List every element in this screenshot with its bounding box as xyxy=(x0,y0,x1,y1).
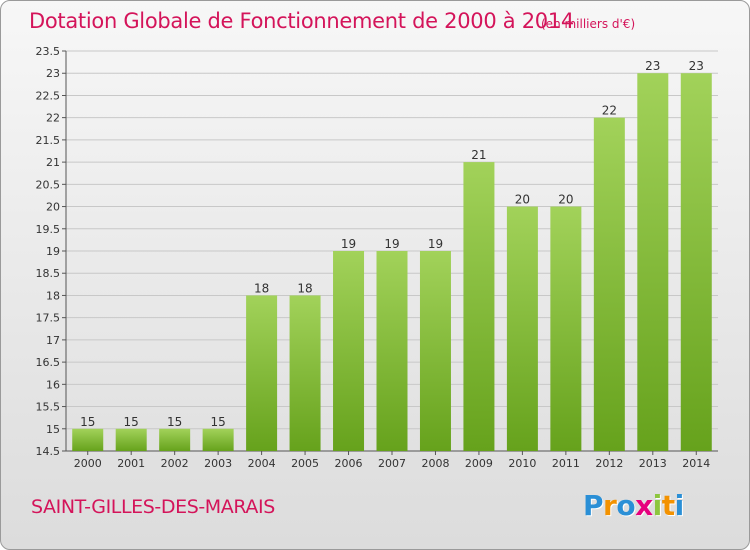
logo-letter: r xyxy=(603,489,617,522)
y-tick-label: 18.5 xyxy=(36,267,61,280)
y-tick-label: 16.5 xyxy=(36,356,61,369)
x-tick-label: 2003 xyxy=(204,457,232,470)
x-tick-label: 2002 xyxy=(161,457,189,470)
bar-value-label: 21 xyxy=(471,148,486,162)
x-tick-label: 2012 xyxy=(595,457,623,470)
bar xyxy=(593,117,625,452)
bar xyxy=(289,295,321,451)
bar xyxy=(550,206,582,451)
x-tick-label: 2008 xyxy=(421,457,449,470)
bar xyxy=(159,428,191,451)
logo-letter: o xyxy=(616,489,636,522)
bar-value-label: 20 xyxy=(515,193,530,207)
commune-name: SAINT-GILLES-DES-MARAIS xyxy=(31,496,275,518)
bar xyxy=(680,73,712,451)
bar-value-label: 22 xyxy=(602,104,617,118)
bar-value-label: 18 xyxy=(297,281,312,295)
y-tick-label: 18 xyxy=(46,289,60,302)
x-tick-label: 2000 xyxy=(74,457,102,470)
bar xyxy=(637,73,669,451)
x-tick-label: 2001 xyxy=(117,457,145,470)
bar xyxy=(115,428,147,451)
y-tick-label: 17.5 xyxy=(36,312,61,325)
logo-letter: i xyxy=(652,489,663,522)
y-tick-label: 15.5 xyxy=(36,401,61,414)
bar-value-label: 18 xyxy=(254,281,269,295)
bar-value-label: 15 xyxy=(80,415,95,429)
bar xyxy=(246,295,278,451)
bar-value-label: 23 xyxy=(689,59,704,73)
y-tick-label: 14.5 xyxy=(36,445,61,458)
logo-letter: i xyxy=(674,489,685,522)
bar-value-label: 15 xyxy=(124,415,139,429)
x-tick-label: 2009 xyxy=(465,457,493,470)
logo-letter: P xyxy=(583,489,604,522)
x-tick-label: 2006 xyxy=(335,457,363,470)
y-tick-label: 16 xyxy=(46,378,60,391)
bar-value-label: 19 xyxy=(428,237,443,251)
y-tick-label: 21 xyxy=(46,156,60,169)
bar-value-label: 15 xyxy=(210,415,225,429)
x-tick-label: 2011 xyxy=(552,457,580,470)
chart-unit-label: (en milliers d'€) xyxy=(541,17,636,31)
y-tick-label: 19.5 xyxy=(36,223,61,236)
y-tick-label: 22 xyxy=(46,112,60,125)
bar-value-label: 20 xyxy=(558,193,573,207)
bar xyxy=(202,428,234,451)
bar xyxy=(376,251,408,451)
x-tick-label: 2010 xyxy=(508,457,536,470)
chart-title: Dotation Globale de Fonctionnement de 20… xyxy=(29,9,574,33)
bar xyxy=(419,251,451,451)
y-tick-label: 20.5 xyxy=(36,178,61,191)
bar xyxy=(333,251,365,451)
y-tick-label: 21.5 xyxy=(36,134,61,147)
proxiti-logo[interactable]: Proxiti xyxy=(583,489,684,522)
y-tick-label: 19 xyxy=(46,245,60,258)
bar xyxy=(506,206,538,451)
bar-value-label: 15 xyxy=(167,415,182,429)
x-tick-label: 2013 xyxy=(639,457,667,470)
y-tick-label: 15 xyxy=(46,423,60,436)
logo-letter: x xyxy=(635,489,653,522)
y-tick-label: 23.5 xyxy=(36,45,61,58)
logo-letter: t xyxy=(661,489,675,522)
x-tick-label: 2007 xyxy=(378,457,406,470)
bar-value-label: 23 xyxy=(645,59,660,73)
y-tick-label: 20 xyxy=(46,201,60,214)
x-tick-label: 2004 xyxy=(248,457,276,470)
x-tick-label: 2014 xyxy=(682,457,710,470)
y-tick-label: 17 xyxy=(46,334,60,347)
bar-value-label: 19 xyxy=(384,237,399,251)
x-tick-label: 2005 xyxy=(291,457,319,470)
bar xyxy=(463,162,495,451)
y-tick-label: 23 xyxy=(46,67,60,80)
bar xyxy=(72,428,104,451)
y-tick-label: 22.5 xyxy=(36,89,61,102)
bar-value-label: 19 xyxy=(341,237,356,251)
